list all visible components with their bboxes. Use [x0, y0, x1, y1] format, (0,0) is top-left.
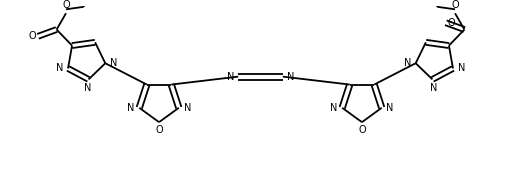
- Text: O: O: [451, 0, 459, 10]
- Text: O: O: [62, 0, 70, 10]
- Text: N: N: [84, 83, 91, 93]
- Text: N: N: [458, 63, 465, 74]
- Text: N: N: [183, 103, 191, 113]
- Text: N: N: [227, 72, 234, 82]
- Text: O: O: [358, 125, 366, 135]
- Text: N: N: [56, 63, 63, 74]
- Text: O: O: [155, 125, 163, 135]
- Text: N: N: [404, 58, 411, 68]
- Text: N: N: [287, 72, 294, 82]
- Text: N: N: [387, 103, 394, 113]
- Text: O: O: [28, 31, 36, 41]
- Text: O: O: [448, 18, 455, 28]
- Text: N: N: [430, 83, 437, 93]
- Text: N: N: [127, 103, 134, 113]
- Text: N: N: [110, 58, 117, 68]
- Text: N: N: [330, 103, 338, 113]
